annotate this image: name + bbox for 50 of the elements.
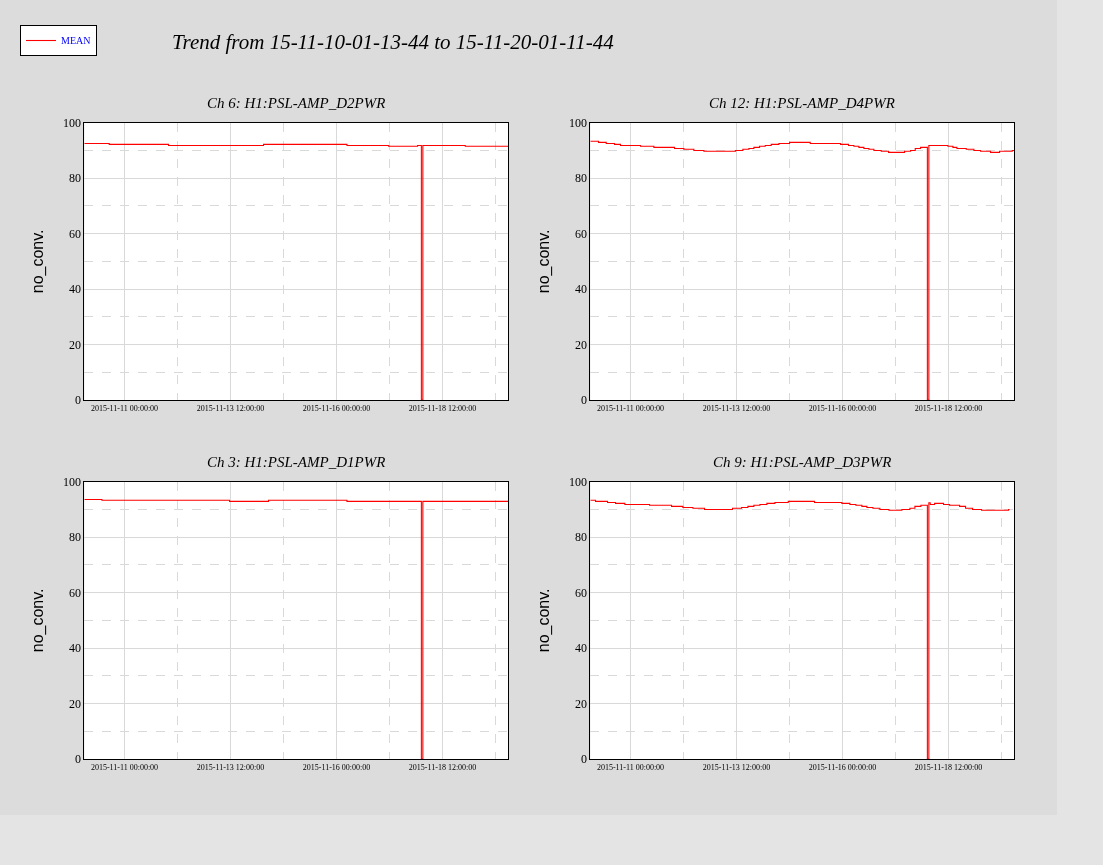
y-tick-label: 40: [68, 641, 81, 656]
y-tick-label: 40: [68, 282, 81, 297]
y-tick-label: 0: [74, 393, 81, 408]
legend-label: MEAN: [61, 35, 91, 47]
x-tick-label: 2015-11-11 00:00:00: [90, 403, 159, 413]
x-tick-label: 2015-11-13 12:00:00: [702, 403, 771, 413]
y-tick-label: 80: [68, 171, 81, 186]
chart-title: Ch 6: H1:PSL-AMP_D2PWR: [207, 95, 386, 111]
y-tick-label: 100: [62, 474, 81, 489]
y-axis-title: no_conv.: [28, 229, 47, 294]
chart-title: Ch 12: H1:PSL-AMP_D4PWR: [709, 95, 895, 111]
x-tick-label: 2015-11-11 00:00:00: [596, 403, 665, 413]
x-tick-label: 2015-11-13 12:00:00: [196, 403, 265, 413]
x-tick-label: 2015-11-11 00:00:00: [90, 762, 159, 772]
x-tick-label: 2015-11-16 00:00:00: [302, 762, 371, 772]
y-axis-title: no_conv.: [28, 588, 47, 653]
y-axis-title: no_conv.: [534, 588, 553, 653]
y-tick-label: 80: [68, 530, 81, 545]
y-tick-label: 80: [574, 530, 587, 545]
y-tick-label: 20: [574, 337, 587, 352]
y-tick-label: 60: [68, 585, 81, 600]
x-tick-label: 2015-11-13 12:00:00: [196, 762, 265, 772]
y-tick-label: 40: [574, 641, 587, 656]
x-tick-label: 2015-11-11 00:00:00: [596, 762, 665, 772]
y-tick-label: 60: [68, 226, 81, 241]
x-tick-label: 2015-11-16 00:00:00: [808, 403, 877, 413]
x-tick-label: 2015-11-18 12:00:00: [914, 403, 983, 413]
x-tick-label: 2015-11-16 00:00:00: [302, 403, 371, 413]
text: Trend from 15-11-10-01-13-44 to 15-11-20-01-11-44: [172, 30, 615, 54]
y-tick-label: 80: [574, 171, 587, 186]
y-tick-label: 100: [568, 115, 587, 130]
x-tick-label: 2015-11-13 12:00:00: [702, 762, 771, 772]
y-tick-label: 0: [74, 752, 81, 767]
chart-title: Ch 9: H1:PSL-AMP_D3PWR: [713, 454, 892, 470]
chart-title: Ch 3: H1:PSL-AMP_D1PWR: [207, 454, 386, 470]
y-tick-label: 100: [62, 115, 81, 130]
y-tick-label: 40: [574, 282, 587, 297]
y-tick-label: 20: [68, 696, 81, 711]
x-tick-label: 2015-11-18 12:00:00: [914, 762, 983, 772]
y-tick-label: 100: [568, 474, 587, 489]
y-axis-title: no_conv.: [534, 229, 553, 294]
x-tick-label: 2015-11-18 12:00:00: [408, 762, 477, 772]
x-tick-label: 2015-11-16 00:00:00: [808, 762, 877, 772]
y-tick-label: 20: [574, 696, 587, 711]
y-tick-label: 0: [580, 393, 587, 408]
y-tick-label: 20: [68, 337, 81, 352]
x-tick-label: 2015-11-18 12:00:00: [408, 403, 477, 413]
y-tick-label: 60: [574, 226, 587, 241]
y-tick-label: 0: [580, 752, 587, 767]
y-tick-label: 60: [574, 585, 587, 600]
